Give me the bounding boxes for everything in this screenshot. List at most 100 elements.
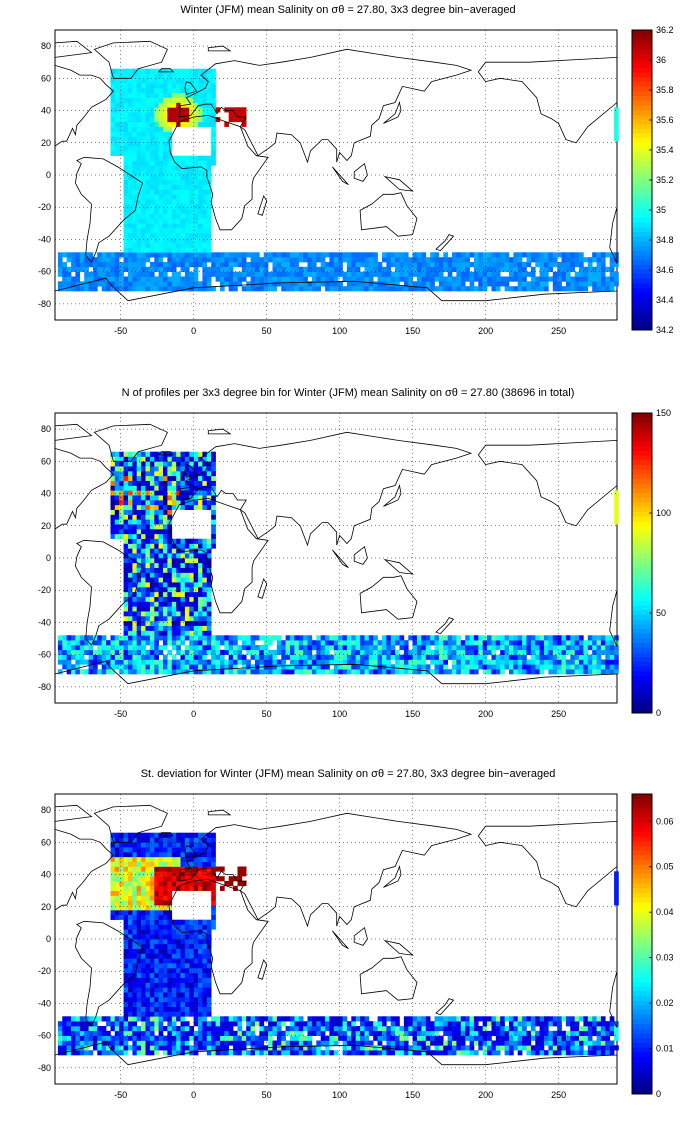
bin-cell	[158, 1045, 164, 1051]
bin-cell	[149, 620, 155, 626]
bin-cell	[500, 664, 505, 670]
bin-cell	[119, 121, 124, 127]
bin-cell	[154, 500, 159, 506]
bin-cell	[163, 596, 168, 602]
bin-cell	[184, 194, 190, 200]
bin-cell	[557, 276, 562, 282]
bin-cell	[412, 1021, 418, 1027]
bin-cell	[452, 262, 457, 268]
bin-cell	[123, 257, 129, 263]
bin-cell	[149, 126, 155, 132]
bin-cell	[351, 1021, 356, 1027]
bin-cell	[565, 640, 571, 646]
bin-cell	[329, 271, 335, 277]
bin-cell	[198, 199, 203, 205]
bin-cell	[71, 266, 76, 272]
bin-cell	[189, 567, 194, 573]
bin-cell	[176, 165, 181, 171]
bin-cell	[141, 611, 146, 617]
bin-cell	[443, 1021, 448, 1027]
bin-cell	[206, 107, 212, 113]
bin-cell	[198, 582, 203, 588]
bin-cell	[193, 1045, 199, 1051]
colorbar-step	[632, 703, 652, 709]
bin-cell	[145, 170, 151, 176]
bin-cell	[482, 271, 488, 277]
y-tick-label: 60	[41, 73, 51, 83]
bin-cell	[136, 456, 142, 462]
bin-cell	[193, 620, 199, 626]
bin-cell	[206, 548, 212, 554]
bin-cell	[544, 271, 549, 277]
bin-cell	[119, 102, 124, 108]
bin-cell	[145, 112, 151, 118]
bin-cell	[241, 1050, 247, 1056]
bin-cell	[382, 286, 387, 292]
bin-cell	[145, 213, 151, 219]
bin-cell	[145, 266, 151, 272]
bin-cell	[184, 117, 190, 123]
bin-cell	[128, 213, 133, 219]
colorbar-step	[632, 422, 652, 428]
bin-cell	[171, 548, 177, 554]
bin-cell	[141, 591, 146, 597]
bin-cell	[184, 577, 190, 583]
bin-cell	[184, 543, 190, 549]
bin-cell	[88, 1026, 94, 1032]
bin-cell	[154, 997, 159, 1003]
bin-cell	[189, 218, 194, 224]
bin-cell	[390, 262, 396, 268]
bin-cell	[329, 1021, 335, 1027]
bin-cell	[382, 257, 387, 263]
bin-cell	[149, 475, 155, 481]
bin-cell	[158, 509, 164, 515]
colorbar-step	[632, 236, 652, 242]
bin-cell	[198, 567, 203, 573]
bin-cell	[128, 1030, 133, 1036]
bin-cell	[136, 572, 142, 578]
bin-cell	[176, 504, 181, 510]
bin-cell	[211, 83, 216, 89]
bin-cell	[158, 194, 164, 200]
bin-cell	[412, 1026, 418, 1032]
bin-cell	[417, 659, 422, 665]
bin-cell	[290, 635, 295, 641]
bin-cell	[84, 1026, 89, 1032]
bin-cell	[128, 160, 133, 166]
bin-cell	[171, 664, 177, 670]
bin-cell	[241, 107, 247, 113]
bin-cell	[320, 659, 326, 665]
bin-cell	[171, 1030, 177, 1036]
bin-cell	[158, 504, 164, 510]
bin-cell	[346, 640, 352, 646]
bin-cell	[255, 1050, 260, 1056]
bin-cell	[189, 233, 194, 239]
bin-cell	[193, 582, 199, 588]
bin-cell	[355, 1016, 361, 1022]
bin-cell	[530, 276, 536, 282]
bin-cell	[487, 635, 492, 641]
bin-cell	[114, 471, 120, 477]
bin-cell	[228, 107, 234, 113]
bin-cell	[149, 271, 155, 277]
bin-cell	[158, 97, 164, 103]
bin-cell	[596, 266, 602, 272]
bin-cell	[93, 1016, 98, 1022]
coastline	[54, 447, 114, 530]
bin-cell	[526, 257, 532, 263]
bin-cell	[421, 262, 427, 268]
bin-cell	[132, 165, 138, 171]
bin-cell	[517, 262, 523, 268]
bin-cell	[176, 73, 181, 79]
bin-cell	[193, 165, 199, 171]
bin-cell	[189, 73, 194, 79]
bin-cell	[158, 475, 164, 481]
bin-cell	[241, 1016, 247, 1022]
bin-cell	[298, 669, 304, 675]
colorbar-step	[632, 128, 652, 134]
bin-cell	[574, 252, 580, 258]
bin-cell	[132, 213, 138, 219]
bin-cell	[128, 189, 133, 195]
bin-cell	[478, 1035, 483, 1041]
bin-cell	[206, 953, 212, 959]
